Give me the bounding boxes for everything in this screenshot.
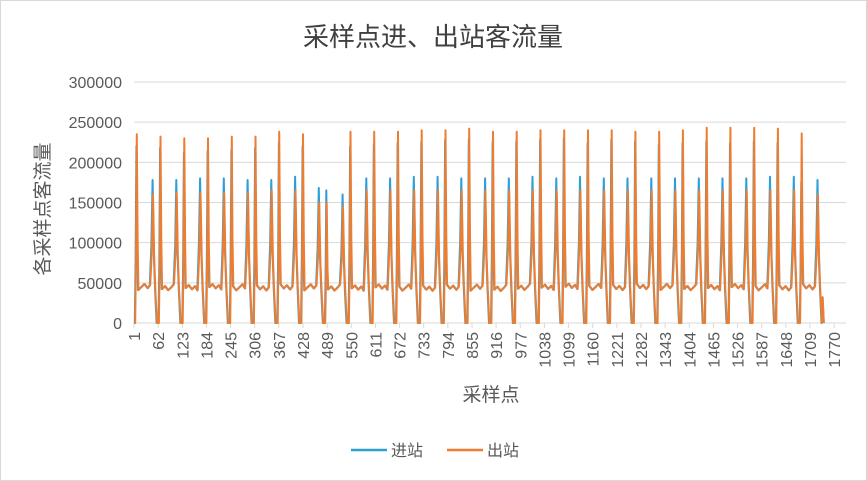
- x-tick-label: 1709: [803, 332, 820, 368]
- x-tick-label: 794: [441, 332, 458, 359]
- x-tick-label: 916: [489, 332, 506, 359]
- legend: 进站 出站: [351, 441, 519, 460]
- x-tick-label: 1526: [731, 332, 748, 368]
- x-tick-label: 123: [175, 332, 192, 359]
- y-tick-label: 200000: [69, 155, 122, 172]
- series-lines: [133, 126, 825, 324]
- y-tick-label: 250000: [69, 115, 122, 132]
- x-tick-label: 1648: [779, 332, 796, 368]
- x-tick-label: 611: [368, 332, 385, 358]
- x-tick-label: 977: [513, 332, 530, 359]
- x-tick-label: 855: [465, 332, 482, 359]
- x-tick-label: 1099: [562, 332, 579, 368]
- chart-title: 采样点进、出站客流量: [303, 23, 563, 53]
- x-tick-label: 733: [417, 332, 434, 359]
- x-tick-label: 428: [296, 332, 313, 359]
- legend-label-1: 出站: [487, 441, 519, 460]
- y-tick-label: 300000: [69, 75, 122, 92]
- y-tick-label: 150000: [69, 196, 122, 213]
- x-tick-label: 306: [248, 332, 265, 359]
- x-axis-ticks: 1 62 123 184 245 306 367 428 489 550 611 672 733 794 8…: [127, 323, 844, 368]
- x-tick-label: 184: [199, 332, 216, 359]
- x-tick-label: 550: [344, 332, 361, 359]
- x-tick-label: 1587: [755, 332, 772, 368]
- x-tick-label: 1465: [706, 332, 723, 368]
- x-axis-label: 采样点: [462, 384, 519, 406]
- x-tick-label: 245: [224, 332, 241, 359]
- y-tick-label: 100000: [69, 236, 122, 253]
- x-tick-label: 1404: [682, 332, 699, 368]
- x-tick-label: 1343: [658, 332, 675, 368]
- x-tick-label: 1282: [634, 332, 651, 368]
- x-tick-label: 489: [320, 332, 337, 359]
- y-axis-label: 各采样点客流量: [32, 142, 54, 275]
- y-tick-label: 50000: [78, 276, 123, 293]
- x-tick-label: 1221: [610, 332, 627, 368]
- x-tick-label: 1160: [586, 332, 603, 367]
- series-line-1: [134, 126, 825, 324]
- y-tick-label: 0: [113, 316, 122, 333]
- x-tick-label: 367: [272, 332, 289, 359]
- x-tick-label: 62: [151, 332, 168, 350]
- gridlines: [134, 81, 846, 324]
- x-tick-label: 1: [127, 332, 144, 341]
- legend-label-0: 进站: [391, 441, 423, 460]
- x-tick-label: 1770: [827, 332, 844, 368]
- x-tick-label: 1038: [537, 332, 554, 368]
- series-line-0: [133, 137, 825, 324]
- y-axis-ticks: 0 50000 100000 150000 200000 250000 300000: [69, 75, 122, 333]
- x-tick-label: 672: [393, 332, 410, 359]
